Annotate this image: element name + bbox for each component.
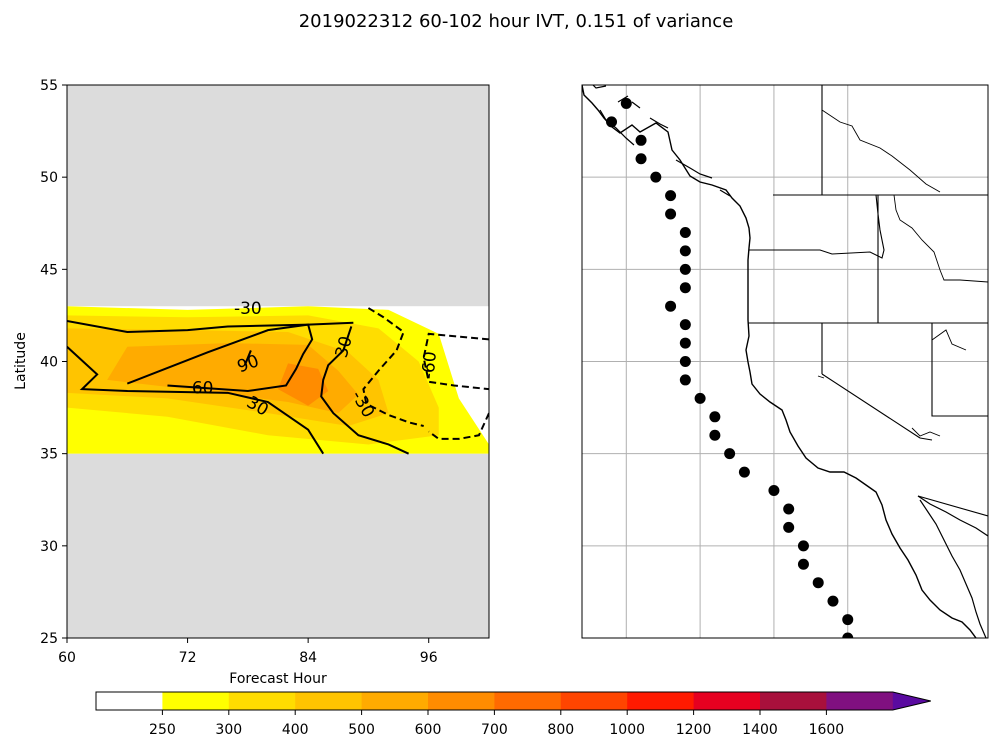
y-tick-label: 25 xyxy=(40,631,58,647)
y-tick-label: 50 xyxy=(40,170,58,186)
station-point xyxy=(842,632,854,638)
station-point xyxy=(857,651,868,662)
contour-label: -30 xyxy=(234,299,262,319)
station-point xyxy=(679,319,691,331)
station-point xyxy=(827,595,839,607)
colorbar-tick-label: 1400 xyxy=(742,722,778,738)
station-point xyxy=(738,466,750,478)
coastline xyxy=(582,85,977,638)
station-point xyxy=(665,190,677,202)
station-point xyxy=(768,485,780,497)
colorbar-segment xyxy=(760,692,827,710)
station-point xyxy=(797,540,809,552)
station-point xyxy=(797,558,809,570)
colorbar-tick-label: 500 xyxy=(348,722,375,738)
colorbar-segment xyxy=(693,692,761,710)
colorbar-tick-label: 1600 xyxy=(809,722,845,738)
station-point xyxy=(842,614,854,626)
contour-line-dashed xyxy=(362,307,424,427)
map-geography xyxy=(582,85,988,662)
colorbar-segment xyxy=(494,692,562,710)
colorbar-segment xyxy=(228,692,296,710)
contour-line-solid xyxy=(243,350,252,366)
station-point xyxy=(812,577,824,589)
contour-line-solid xyxy=(67,346,325,455)
colorbar-outline xyxy=(95,691,931,711)
colorbar-tick-label: 700 xyxy=(481,722,508,738)
contour-line-dashed xyxy=(422,332,489,391)
border-detail xyxy=(817,109,988,437)
x-tick-label: 84 xyxy=(299,650,317,666)
station-point xyxy=(709,411,721,423)
colorbar-segment xyxy=(826,692,894,710)
x-axis-label: Forecast Hour xyxy=(229,671,327,687)
map-panel xyxy=(581,84,989,662)
colorbar-tick-label: 1000 xyxy=(609,722,645,738)
station-point xyxy=(679,356,691,367)
station-point xyxy=(635,134,647,146)
y-axis-label: Latitude xyxy=(13,332,29,390)
gulf-of-california-coast xyxy=(917,495,988,638)
colorbar-extend-arrow xyxy=(892,692,931,710)
colorbar-segment xyxy=(627,692,695,710)
station-point xyxy=(679,337,691,349)
hovmoller-axis-ticks: 60 72 84 96 25 30 35 40 45 50 55 xyxy=(40,78,438,666)
map-gridlines xyxy=(582,85,988,638)
y-tick-label: 55 xyxy=(40,78,58,94)
colorbar-tick-label: 800 xyxy=(547,722,574,738)
contour-line-solid xyxy=(320,326,410,455)
station-point xyxy=(679,226,691,238)
map-frame xyxy=(581,84,989,639)
contour-line-solid xyxy=(126,323,314,392)
station-point xyxy=(783,521,795,533)
y-tick-label: 30 xyxy=(40,539,58,555)
station-point xyxy=(694,392,706,404)
colorbar-segment xyxy=(162,692,230,710)
station-point xyxy=(724,448,736,460)
colorbar-segment xyxy=(361,692,429,710)
coastline-islands xyxy=(592,85,731,197)
station-point xyxy=(679,374,691,386)
colorbar-segment xyxy=(295,692,363,710)
y-tick-label: 35 xyxy=(40,447,58,463)
contour-label: -60 xyxy=(419,351,441,380)
station-point xyxy=(650,171,662,183)
colorbar-segment xyxy=(96,692,163,710)
colorbar-tick-label: 600 xyxy=(415,722,442,738)
station-points xyxy=(606,97,883,662)
colorbar-segment xyxy=(428,692,495,710)
colorbar-tick-label: 250 xyxy=(149,722,176,738)
station-point xyxy=(709,429,721,441)
x-tick-label: 96 xyxy=(420,650,438,666)
contour-line-solid xyxy=(67,319,354,334)
filled-contour-600 xyxy=(278,363,329,406)
y-tick-label: 45 xyxy=(40,262,58,278)
colorbar-tick-label: 1200 xyxy=(676,722,712,738)
x-tick-label: 60 xyxy=(58,650,76,666)
colorbar-segment xyxy=(560,692,628,710)
station-point xyxy=(679,263,691,275)
x-tick-label: 72 xyxy=(179,650,197,666)
y-tick-label: 40 xyxy=(40,355,58,371)
contour-label: 60 xyxy=(192,378,214,398)
station-point xyxy=(620,97,632,109)
station-point xyxy=(635,153,647,165)
colorbar: 250 300 400 500 600 700 800 1000 1200 1400 1600 xyxy=(95,691,931,738)
station-point xyxy=(783,503,795,515)
figure-title: 2019022312 60-102 hour IVT, 0.151 of var… xyxy=(299,11,734,32)
station-point xyxy=(872,651,883,662)
station-point xyxy=(679,245,691,257)
station-point xyxy=(606,116,618,128)
station-point xyxy=(679,282,691,294)
state-borders xyxy=(748,85,988,517)
colorbar-tick-label: 400 xyxy=(282,722,309,738)
contour-line-dashed xyxy=(428,412,489,440)
colorbar-tick-label: 300 xyxy=(215,722,242,738)
station-point xyxy=(665,208,677,220)
station-point xyxy=(665,300,677,312)
